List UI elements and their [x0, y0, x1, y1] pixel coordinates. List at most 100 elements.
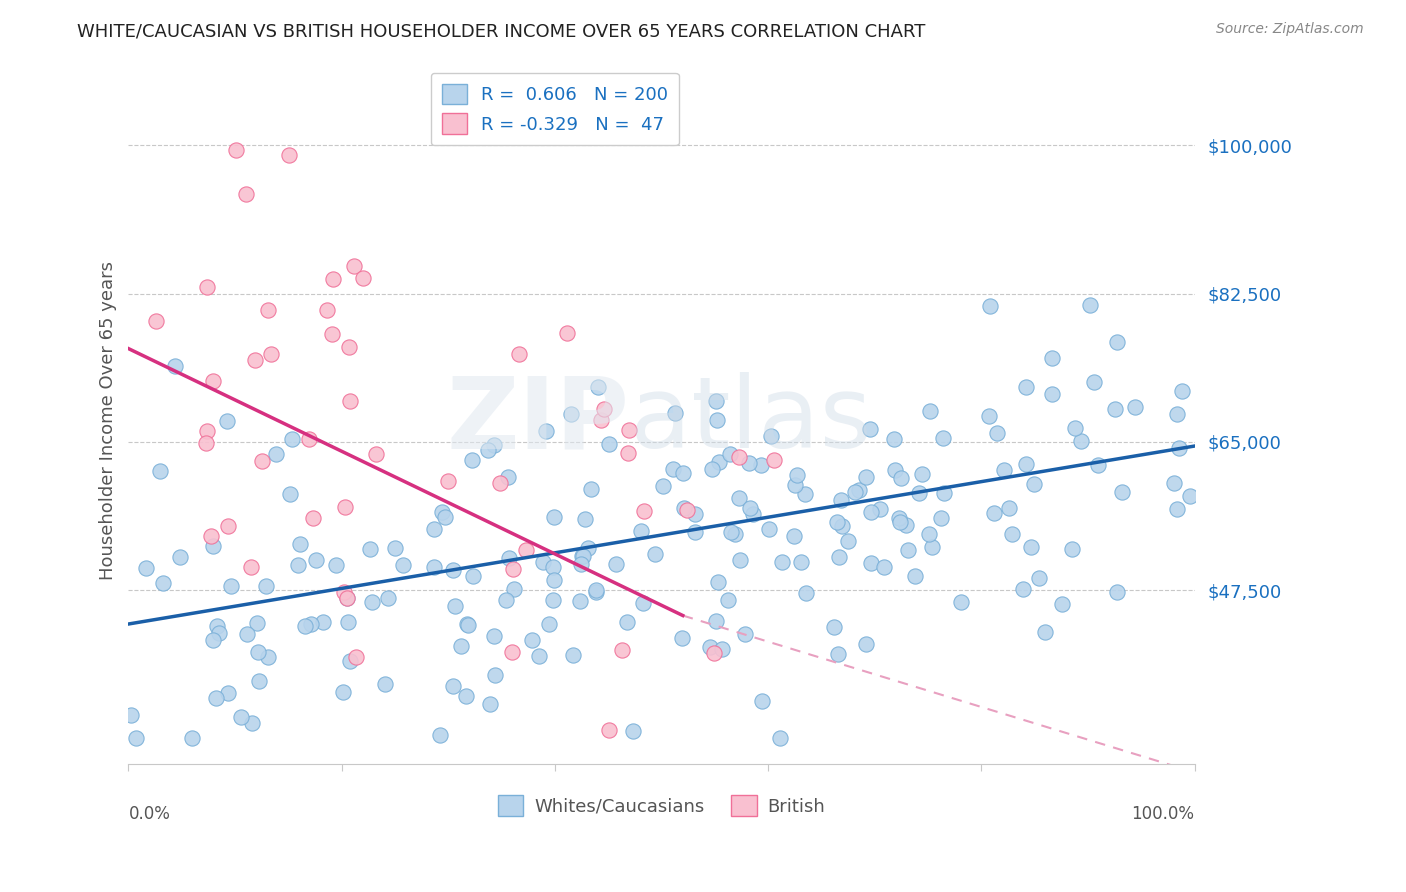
Point: [793, 487, 815, 501]
Point: [616, 446, 638, 460]
Point: [515, 542, 537, 557]
Legend: Whites/Caucasians, British: Whites/Caucasians, British: [491, 789, 832, 823]
Point: [236, 626, 259, 640]
Point: [621, 723, 644, 738]
Point: [250, 454, 273, 468]
Point: [201, 633, 224, 648]
Point: [531, 555, 554, 569]
Y-axis label: Householder Income Over 65 years: Householder Income Over 65 years: [100, 261, 117, 580]
Point: [498, 550, 520, 565]
Point: [484, 438, 506, 452]
Point: [873, 560, 896, 574]
Point: [537, 617, 560, 632]
Point: [195, 280, 218, 294]
Point: [728, 450, 751, 465]
Point: [837, 533, 859, 548]
Point: [1178, 489, 1201, 503]
Point: [301, 511, 323, 525]
Point: [993, 463, 1015, 477]
Text: 0.0%: 0.0%: [128, 805, 170, 823]
Point: [343, 259, 366, 273]
Point: [883, 432, 905, 446]
Point: [1062, 541, 1084, 556]
Point: [727, 491, 749, 506]
Point: [672, 466, 695, 480]
Point: [489, 476, 512, 491]
Point: [855, 637, 877, 651]
Point: [569, 558, 592, 572]
Point: [855, 470, 877, 484]
Point: [671, 631, 693, 645]
Point: [422, 560, 444, 574]
Point: [496, 469, 519, 483]
Point: [247, 674, 270, 689]
Point: [859, 556, 882, 570]
Point: [579, 482, 602, 496]
Point: [247, 645, 270, 659]
Point: [574, 512, 596, 526]
Point: [1166, 501, 1188, 516]
Point: [527, 648, 550, 663]
Point: [429, 728, 451, 742]
Point: [770, 555, 793, 569]
Point: [869, 501, 891, 516]
Point: [827, 648, 849, 662]
Point: [169, 550, 191, 565]
Point: [1015, 458, 1038, 472]
Point: [332, 585, 354, 599]
Point: [461, 452, 484, 467]
Point: [685, 524, 707, 539]
Point: [1015, 379, 1038, 393]
Point: [889, 516, 911, 530]
Point: [652, 478, 675, 492]
Point: [676, 503, 699, 517]
Point: [457, 618, 479, 632]
Point: [225, 143, 247, 157]
Point: [1064, 421, 1087, 435]
Point: [633, 504, 655, 518]
Point: [240, 716, 263, 731]
Point: [730, 553, 752, 567]
Point: [392, 558, 415, 572]
Point: [215, 414, 238, 428]
Point: [986, 426, 1008, 441]
Point: [633, 596, 655, 610]
Point: [589, 412, 612, 426]
Point: [280, 432, 302, 446]
Point: [844, 485, 866, 500]
Point: [120, 707, 142, 722]
Point: [257, 303, 280, 318]
Point: [312, 615, 335, 629]
Point: [616, 615, 638, 629]
Point: [501, 645, 523, 659]
Point: [277, 148, 299, 162]
Point: [751, 693, 773, 707]
Point: [1168, 442, 1191, 456]
Point: [598, 723, 620, 738]
Point: [763, 452, 786, 467]
Point: [825, 515, 848, 529]
Point: [1171, 384, 1194, 399]
Point: [683, 508, 706, 522]
Point: [235, 187, 257, 202]
Point: [711, 642, 734, 657]
Point: [931, 431, 953, 445]
Point: [337, 615, 360, 630]
Point: [848, 483, 870, 498]
Text: WHITE/CAUCASIAN VS BRITISH HOUSEHOLDER INCOME OVER 65 YEARS CORRELATION CHART: WHITE/CAUCASIAN VS BRITISH HOUSEHOLDER I…: [77, 22, 925, 40]
Point: [921, 540, 943, 554]
Point: [149, 464, 172, 478]
Point: [478, 697, 501, 711]
Point: [482, 629, 505, 643]
Point: [495, 593, 517, 607]
Point: [1070, 434, 1092, 449]
Point: [205, 618, 228, 632]
Point: [359, 542, 381, 557]
Point: [859, 422, 882, 436]
Point: [543, 574, 565, 588]
Point: [254, 579, 277, 593]
Point: [950, 595, 973, 609]
Point: [664, 406, 686, 420]
Point: [231, 710, 253, 724]
Point: [1104, 402, 1126, 417]
